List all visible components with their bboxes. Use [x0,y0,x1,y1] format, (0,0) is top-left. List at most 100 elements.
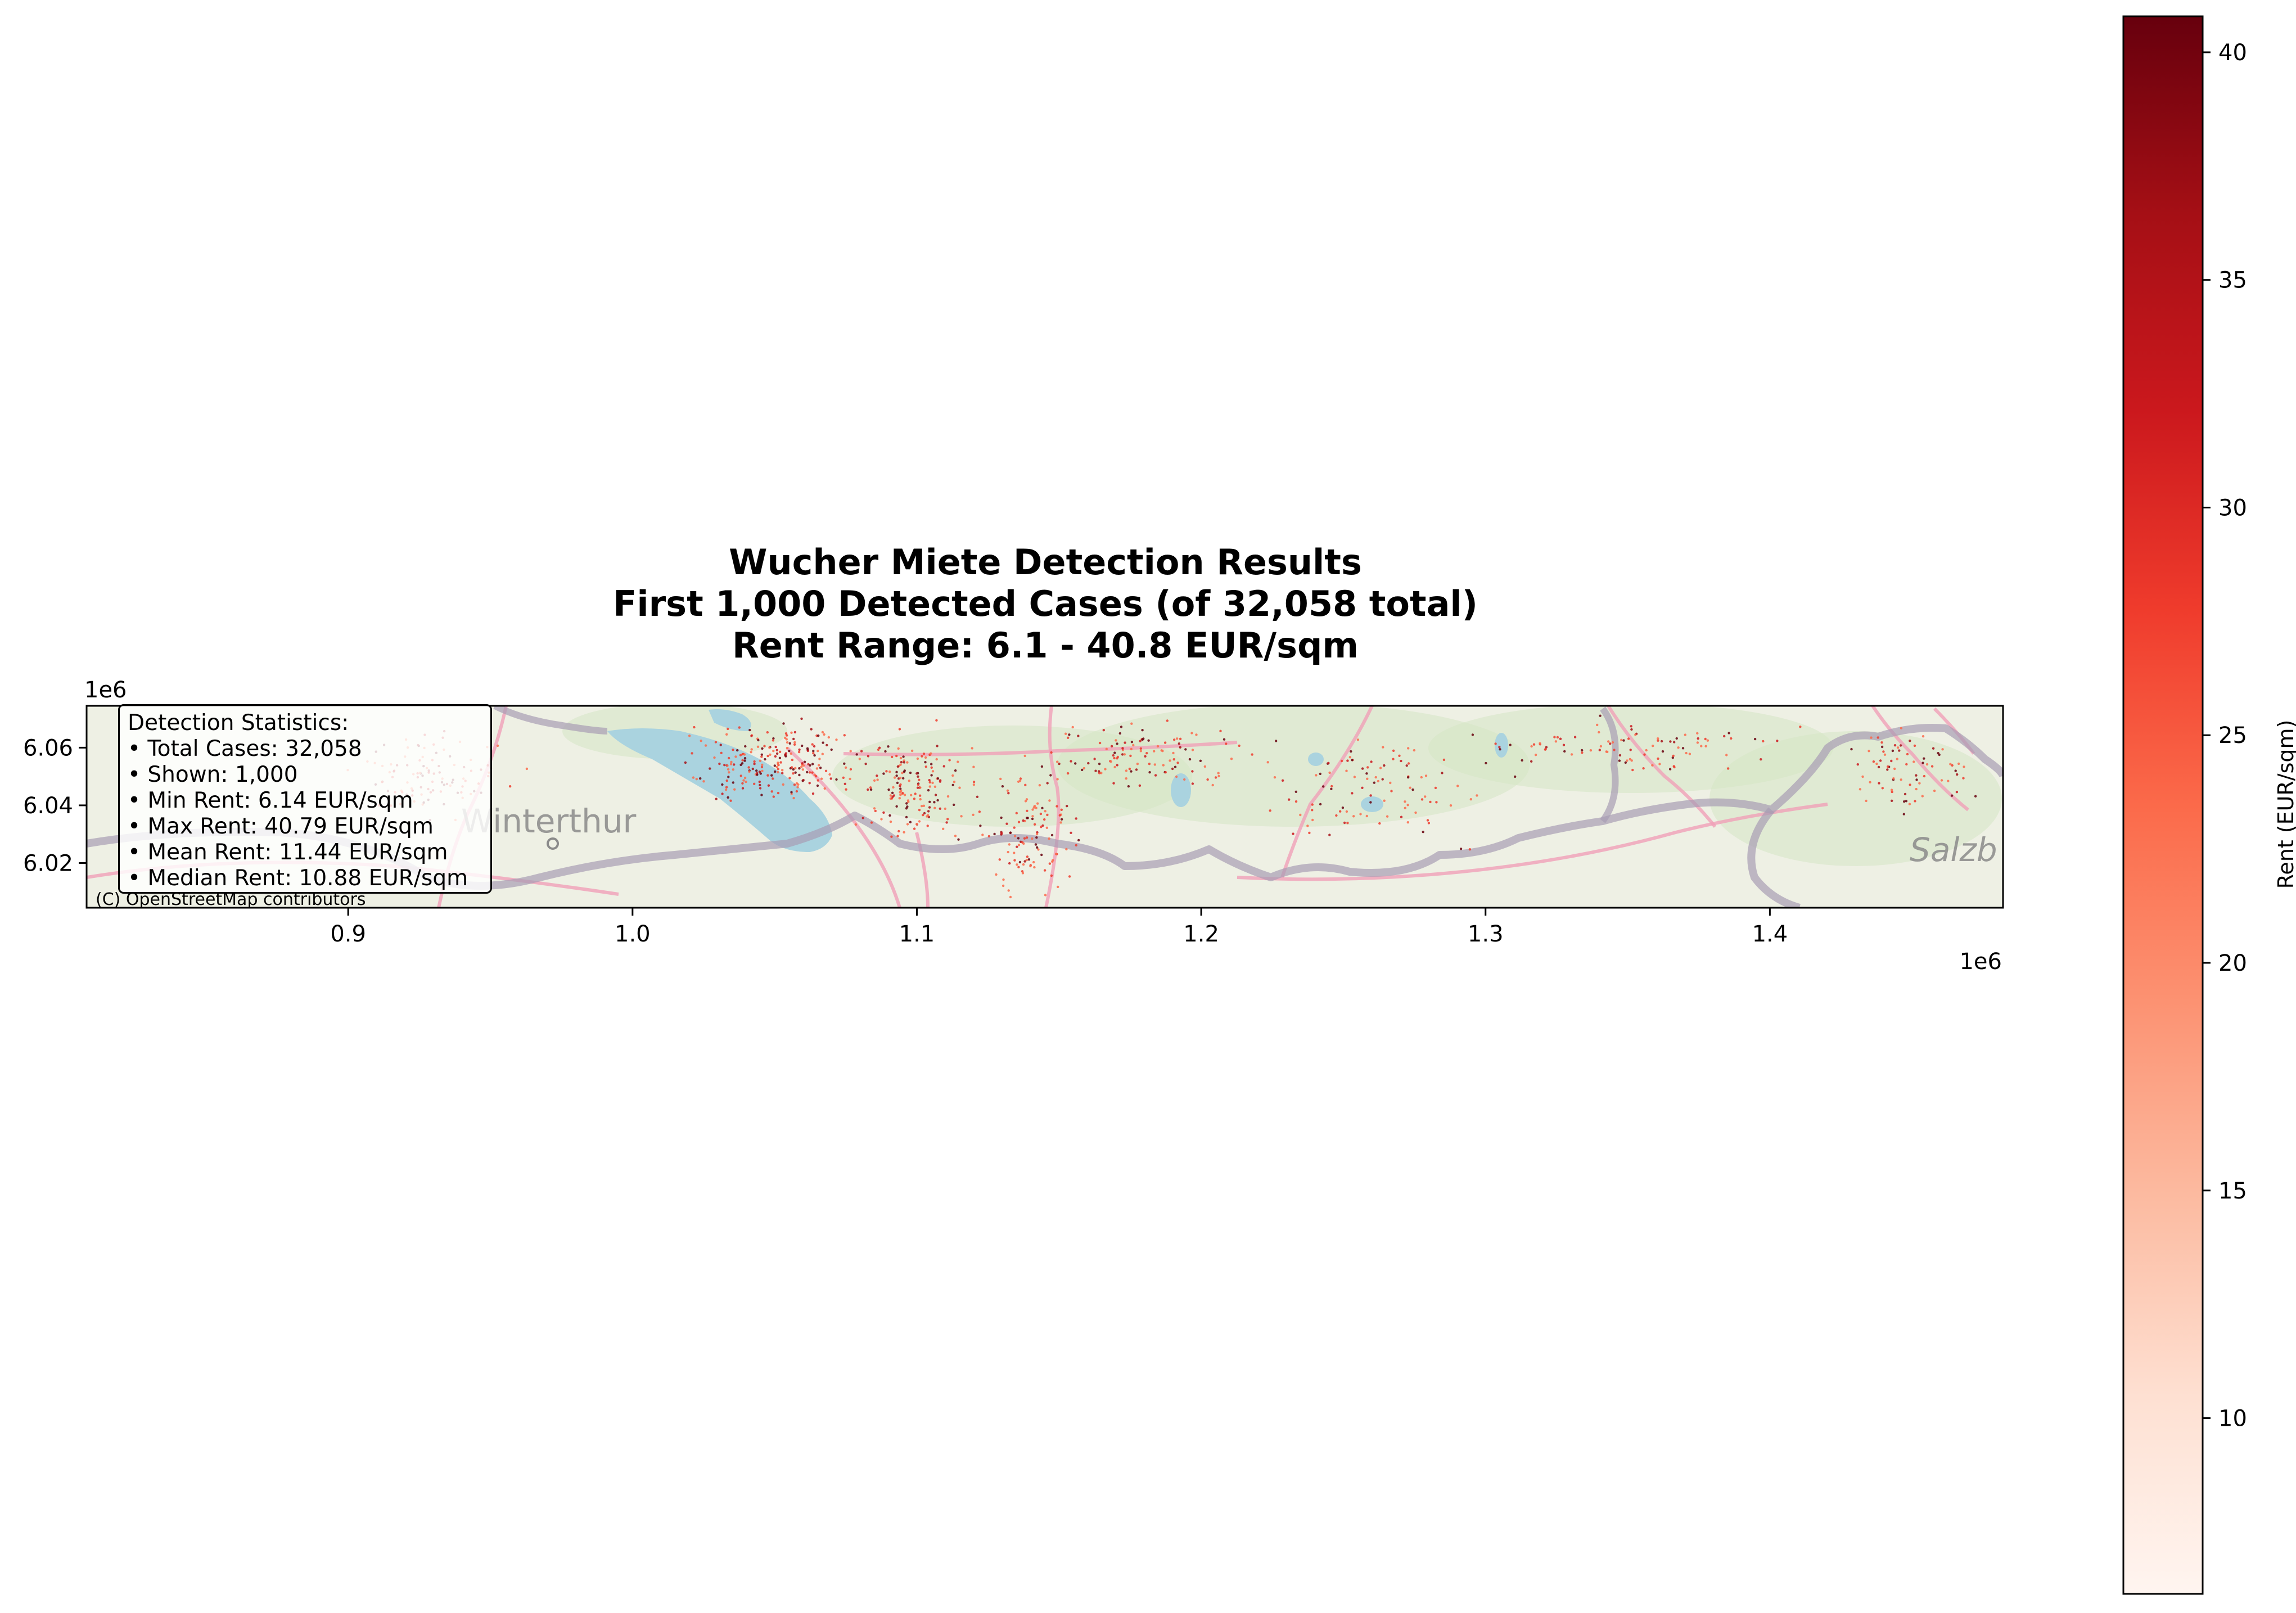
rent-case-point [931,770,935,773]
rent-case-point [1534,754,1537,756]
rent-case-point [1406,821,1409,824]
rent-case-point [1036,802,1039,805]
rent-case-point [817,750,819,753]
rent-case-point [914,792,917,795]
rent-case-point [1726,767,1730,770]
rent-case-point [1356,738,1360,741]
rent-case-point [927,789,930,792]
rent-case-point [978,810,981,813]
stats-item: • Max Rent: 40.79 EUR/sqm [128,814,434,839]
rent-case-point [1025,836,1029,839]
rent-case-point [1378,822,1381,825]
rent-case-point [1544,748,1547,751]
rent-case-point [899,787,902,790]
rent-case-point [1005,822,1008,825]
rent-case-point [755,769,758,772]
colorbar-frame [2122,15,2204,1595]
rent-case-point [816,784,819,787]
rent-case-point [1932,747,1935,750]
rent-case-point [1563,750,1566,753]
rent-case-point [800,765,803,768]
rent-case-point [1893,767,1896,771]
rent-case-point [1315,774,1318,777]
rent-case-point [1700,745,1703,747]
rent-case-point [1064,732,1067,735]
rent-case-point [770,774,773,777]
rent-case-point [1179,737,1182,741]
rent-case-point [845,788,847,791]
rent-case-point [777,763,779,765]
rent-case-point [1379,767,1382,769]
rent-case-point [786,746,789,750]
rent-case-point [1949,763,1952,765]
rent-case-point [1026,809,1029,813]
rent-case-point [525,767,529,771]
rent-case-point [759,783,761,787]
rent-case-point [699,777,702,780]
rent-case-point [822,741,824,744]
rent-case-point [750,748,753,751]
rent-case-point [1144,755,1147,758]
rent-case-point [1046,813,1049,817]
rent-case-point [887,788,890,791]
rent-case-point [1176,762,1179,764]
rent-case-point [775,765,778,769]
stats-item: • Median Rent: 10.88 EUR/sqm [128,866,468,891]
rent-case-point [1902,813,1905,815]
rent-case-point [1645,749,1648,752]
rent-case-point [1109,760,1112,763]
rent-case-point [1514,775,1517,778]
rent-case-point [1727,732,1730,735]
rent-case-point [756,773,759,776]
rent-case-point [1022,819,1025,822]
rent-case-point [972,813,975,817]
rent-case-point [1521,759,1523,762]
rent-case-point [902,755,905,758]
rent-case-point [928,806,931,809]
rent-case-point [1955,791,1959,794]
rent-case-point [1121,753,1124,756]
rent-case-point [926,824,929,827]
rent-case-point [1327,762,1330,765]
rent-case-point [903,794,906,796]
rent-case-point [1962,777,1965,780]
rent-case-point [897,747,900,750]
rent-case-point [1032,860,1035,864]
rent-case-point [1658,763,1661,765]
rent-case-point [1153,750,1156,753]
rent-case-point [1627,737,1630,740]
rent-case-point [1426,819,1429,822]
rent-case-point [747,766,750,769]
rent-case-point [1156,745,1160,748]
rent-case-point [1573,736,1577,738]
rent-case-point [1191,770,1194,773]
stats-item: • Mean Rent: 11.44 EUR/sqm [128,840,448,865]
rent-case-point [821,753,824,755]
rent-case-point [785,738,788,741]
rent-case-point [1671,756,1674,759]
rent-case-point [1023,837,1026,840]
rent-case-point [1599,745,1603,748]
rent-case-point [1570,753,1573,756]
rent-case-point [913,798,916,800]
rent-case-point [727,768,730,771]
rent-case-point [901,772,904,774]
rent-case-point [1294,790,1297,794]
rent-case-point [766,755,769,758]
rent-case-point [819,767,822,769]
rent-case-point [1154,774,1157,777]
rent-case-point [1404,806,1406,809]
rent-case-point [1139,740,1142,742]
rent-case-point [1400,759,1402,763]
rent-case-point [688,735,691,737]
rent-case-point [1494,742,1497,745]
rent-case-point [721,783,724,786]
rent-case-point [903,761,906,764]
rent-case-point [891,795,894,798]
title-line-1: Wucher Miete Detection Results [729,542,1362,583]
rent-case-point [1016,863,1018,866]
rent-case-point [792,737,795,741]
rent-case-point [720,751,723,755]
rent-case-point [1624,761,1627,764]
rent-case-point [1677,746,1680,749]
